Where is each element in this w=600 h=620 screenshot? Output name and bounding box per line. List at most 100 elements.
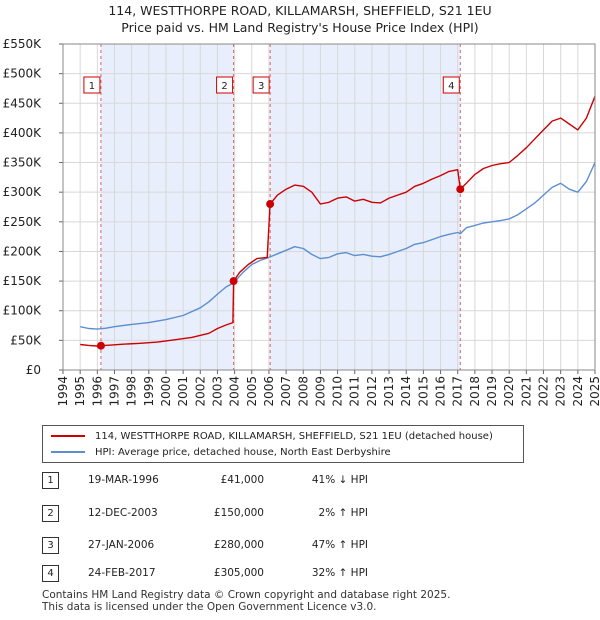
x-tick-label: 2007 (279, 376, 293, 407)
sale-number: 1 (42, 472, 59, 489)
sale-number-box (252, 76, 270, 94)
x-tick-label: 2000 (159, 376, 173, 407)
y-tick-label: £500K (3, 67, 43, 81)
x-tick-label: 2024 (571, 376, 585, 407)
legend: 114, WESTTHORPE ROAD, KILLAMARSH, SHEFFI… (42, 425, 524, 463)
x-tick-label: 2003 (210, 376, 224, 407)
sale-price: £280,000 (213, 539, 264, 551)
footer-line-1: Contains HM Land Registry data © Crown c… (42, 589, 451, 601)
x-tick-label: 2016 (434, 376, 448, 407)
sale-points (96, 185, 465, 350)
legend-label: HPI: Average price, detached house, Nort… (95, 447, 391, 458)
series-price-paid-line (80, 95, 596, 347)
x-tick-label: 2025 (588, 376, 600, 407)
series-lines (80, 95, 596, 347)
legend-label: 114, WESTTHORPE ROAD, KILLAMARSH, SHEFFI… (95, 431, 493, 442)
sale-point (456, 185, 465, 194)
sale-hpi-change: 32% ↑ HPI (311, 567, 368, 579)
x-tick-label: 1998 (125, 376, 139, 407)
sale-markers-lines (100, 44, 461, 370)
sale-number: 4 (42, 565, 59, 582)
sale-point (96, 341, 105, 350)
legend-swatch-red (51, 435, 85, 437)
sale-number-box (442, 76, 460, 94)
table-row: 3 27-JAN-2006 £280,000 47% ↑ HPI (42, 537, 442, 557)
shaded-range (270, 44, 461, 370)
sale-price: £41,000 (220, 474, 264, 486)
x-tick-label: 2008 (296, 376, 310, 407)
sale-date: 12-DEC-2003 (88, 507, 158, 519)
y-tick-label: £50K (10, 333, 42, 347)
x-tick-label: 2010 (331, 376, 345, 407)
x-tick-label: 2011 (348, 376, 362, 407)
sale-number-label: 3 (258, 81, 264, 92)
x-tick-label: 1994 (56, 376, 70, 407)
sale-period-shading (100, 44, 461, 370)
x-tick-label: 2018 (468, 376, 482, 407)
sale-date: 19-MAR-1996 (88, 474, 159, 486)
x-tick-label: 1996 (90, 376, 104, 407)
series-hpi-line (80, 162, 596, 330)
sale-hpi-change: 47% ↑ HPI (311, 539, 368, 551)
x-tick-label: 2023 (554, 376, 568, 407)
sale-point (229, 277, 238, 286)
x-tick-label: 2001 (176, 376, 190, 407)
legend-swatch-blue (51, 451, 85, 453)
table-row: 2 12-DEC-2003 £150,000 2% ↑ HPI (42, 505, 442, 525)
x-tick-label: 2021 (519, 376, 533, 407)
y-tick-label: £250K (3, 215, 43, 229)
y-tick-label: £300K (3, 185, 43, 199)
y-axis-ticks: £0 £50K £100K £150K £200K £250K £300K £350K £400… (3, 37, 63, 377)
grid (62, 43, 596, 371)
sale-number: 2 (42, 505, 59, 522)
x-tick-label: 2002 (193, 376, 207, 407)
sale-date: 24-FEB-2017 (88, 567, 156, 579)
x-tick-label: 2022 (537, 376, 551, 407)
y-tick-label: £200K (3, 244, 43, 258)
sale-number-boxes: 1 2 3 4 (83, 76, 460, 94)
x-tick-label: 2013 (382, 376, 396, 407)
x-tick-label: 2017 (451, 376, 465, 407)
sale-number: 3 (42, 537, 59, 554)
legend-item-hpi: HPI: Average price, detached house, Nort… (51, 447, 391, 459)
chart-title-block: 114, WESTTHORPE ROAD, KILLAMARSH, SHEFFI… (0, 2, 600, 36)
y-tick-label: £350K (3, 156, 43, 170)
sale-hpi-change: 2% ↑ HPI (318, 507, 368, 519)
y-tick-label: £150K (3, 274, 43, 288)
sale-point (266, 200, 275, 209)
sale-price: £150,000 (213, 507, 264, 519)
x-tick-label: 2014 (399, 376, 413, 407)
footer-attribution: Contains HM Land Registry data © Crown c… (42, 589, 450, 613)
x-tick-label: 2006 (262, 376, 276, 407)
x-axis-ticks: 1994 1995 1996 1997 1998 1999 2000 2001 2002 2003… (56, 370, 600, 407)
x-tick-label: 2004 (228, 376, 242, 407)
x-tick-label: 2012 (365, 376, 379, 407)
y-tick-label: £400K (3, 126, 43, 140)
sale-number-box (83, 76, 101, 94)
shaded-range (100, 44, 234, 370)
x-tick-label: 2020 (502, 376, 516, 407)
x-tick-label: 1999 (142, 376, 156, 407)
sale-number-box (216, 76, 234, 94)
sale-number-label: 2 (221, 81, 227, 92)
sale-price: £305,000 (213, 567, 264, 579)
sale-hpi-change: 41% ↓ HPI (311, 474, 368, 486)
x-tick-label: 2005 (245, 376, 259, 407)
x-tick-label: 2009 (313, 376, 327, 407)
y-tick-label: £100K (3, 304, 43, 318)
table-row: 1 19-MAR-1996 £41,000 41% ↓ HPI (42, 472, 442, 492)
y-tick-label: £450K (3, 96, 43, 110)
y-tick-label: £550K (3, 37, 43, 51)
footer-line-2: This data is licensed under the Open Gov… (42, 601, 377, 613)
sale-number-label: 4 (448, 81, 454, 92)
x-tick-label: 1997 (107, 376, 121, 407)
table-row: 4 24-FEB-2017 £305,000 32% ↑ HPI (42, 565, 442, 585)
plot-frame (62, 43, 596, 371)
chart-subtitle: Price paid vs. HM Land Registry's House … (121, 20, 479, 35)
legend-item-price-paid: 114, WESTTHORPE ROAD, KILLAMARSH, SHEFFI… (51, 431, 493, 443)
x-tick-label: 1995 (73, 376, 87, 407)
chart-title: 114, WESTTHORPE ROAD, KILLAMARSH, SHEFFI… (108, 3, 492, 18)
sale-number-label: 1 (89, 81, 95, 92)
y-tick-label: £0 (26, 363, 41, 377)
price-chart: 1 2 3 4 £0 £50K £100K £150K £200K £250K £300K £350… (3, 37, 600, 407)
